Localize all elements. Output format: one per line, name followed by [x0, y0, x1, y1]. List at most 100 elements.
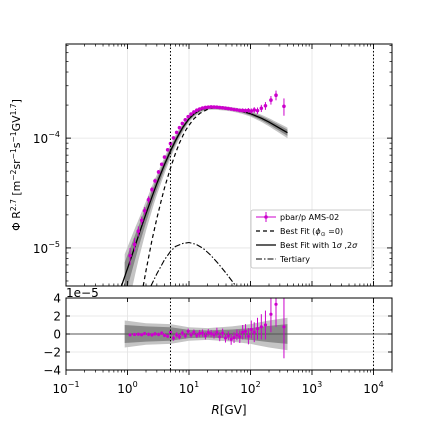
residual-data-point	[146, 332, 151, 337]
ams02-data-point	[220, 106, 225, 110]
ams02-data-point	[195, 108, 199, 113]
x-tick-label: 104	[363, 380, 383, 396]
residual-data-point	[140, 333, 144, 337]
ams02-data-point	[203, 105, 208, 110]
bottom-y-tick-label: 2	[53, 310, 61, 324]
ams02-data-point	[128, 247, 132, 265]
residual-data-point	[171, 335, 176, 341]
residual-data-point	[259, 314, 263, 340]
ams02-data-point	[226, 106, 231, 111]
top-frame	[65, 43, 393, 287]
ams02-data-point	[252, 107, 257, 113]
bottom-panel: −4 −2 0 2 4 10−1 100 101 102 103 104 1e−5 R[GV]	[43, 286, 393, 417]
bottom-y-ticks: −4 −2 0 2 4	[43, 292, 392, 378]
bottom-y-tick-label: −4	[43, 364, 61, 378]
top-y-ticks: 10−5 10−4	[33, 44, 392, 282]
residual-data-point	[206, 329, 210, 337]
residual-data-point	[156, 332, 161, 337]
bottom-y-tick-label: 0	[53, 328, 61, 342]
ams02-data-point	[186, 114, 190, 119]
residual-data-point	[200, 329, 205, 337]
residual-data-point	[243, 324, 248, 339]
residual-data-point	[183, 333, 187, 339]
residual-data-point	[241, 325, 245, 340]
ams02-data-point	[150, 186, 154, 193]
ams02-data-point	[142, 206, 147, 215]
residual-data-point	[255, 317, 260, 340]
ams02-data-point	[240, 108, 245, 113]
legend: pbar/p AMS-02 Best Fit (ϕ⊙ =0) Best Fit …	[250, 209, 373, 269]
ams02-data-point	[209, 105, 213, 109]
residual-data-point	[246, 328, 251, 345]
best-fit-phi0-line	[142, 107, 214, 286]
ams02-data-point	[156, 170, 161, 174]
residual-data-point	[166, 334, 170, 339]
tertiary-line	[150, 241, 237, 286]
bottom-y-tick-label: 4	[53, 292, 61, 306]
legend-entry-best-fit-phi0: Best Fit (ϕ⊙ =0)	[256, 227, 343, 238]
ams02-data-point	[237, 108, 242, 113]
ams02-data-point	[274, 90, 278, 101]
ams02-data-point	[171, 136, 176, 140]
residual-data-point	[177, 334, 182, 340]
x-tick-label: 102	[240, 380, 260, 396]
ams02-data-point	[215, 105, 219, 110]
residual-data-point	[215, 327, 219, 337]
residual-data-point	[218, 332, 222, 342]
x-tick-label: 100	[117, 380, 137, 396]
y-axis-label: Φ R2.7 [m−2sr−1s−1GV1.7]	[9, 99, 23, 231]
ams02-data-point	[192, 110, 196, 114]
ams02-data-point	[146, 196, 151, 204]
ams02-data-point	[197, 107, 202, 111]
legend-label-ams02: pbar/p AMS-02	[280, 213, 339, 222]
residual-data-point	[186, 328, 190, 334]
ams02-data-point	[136, 226, 141, 237]
legend-box	[250, 209, 373, 269]
residual-data-point	[180, 330, 184, 336]
residual-data-point	[195, 332, 199, 339]
top-panel: 10−5 10−4 pbar/p AMS-02 Best Fit (ϕ⊙ =0) …	[9, 43, 393, 287]
residual-data-point	[209, 329, 213, 338]
residual-data-point	[269, 298, 273, 333]
legend-entry-tertiary: Tertiary	[256, 255, 310, 264]
ams02-data-point	[132, 238, 137, 252]
ams02-data-point	[255, 107, 260, 114]
ams02-data-point	[162, 155, 167, 159]
legend-entry-best-fit: Best Fit with 1σ ,2σ	[256, 241, 358, 250]
ams02-data-point	[243, 108, 248, 113]
ams02-data-point	[217, 105, 222, 110]
top-y-tick-label: 10−4	[33, 130, 60, 146]
ams02-data-point	[159, 162, 164, 167]
residual-data-point	[238, 330, 242, 343]
ams02-data-point	[180, 121, 185, 126]
residual-data-point	[132, 332, 137, 337]
legend-label-best-fit-phi0: Best Fit (ϕ⊙ =0)	[280, 227, 343, 238]
ams02-data-point	[249, 108, 254, 114]
top-y-tick-label: 10−5	[33, 240, 60, 256]
residual-data-point	[221, 328, 225, 338]
sigma1-band	[124, 106, 288, 286]
ams02-data-point	[174, 130, 179, 135]
residual-data-point	[274, 298, 278, 327]
residual-data-point	[232, 332, 236, 343]
residual-data-point	[252, 322, 256, 343]
residual-data-point	[189, 332, 193, 338]
ams02-data-point	[153, 178, 157, 184]
ams02-points	[128, 90, 286, 265]
ams02-data-point	[189, 112, 193, 116]
residual-data-point	[136, 332, 140, 336]
residual-data-point	[128, 333, 132, 337]
residual-data-point	[160, 331, 164, 335]
residual-data-point	[235, 329, 239, 341]
top-grid	[65, 44, 392, 286]
ams02-data-point	[263, 102, 268, 110]
residual-points	[128, 298, 286, 359]
bottom-y-tick-label: −2	[43, 346, 61, 360]
ams02-data-point	[223, 106, 228, 111]
residual-offset-text: 1e−5	[66, 286, 99, 300]
ams02-data-point	[259, 104, 264, 112]
ams02-data-point	[269, 95, 273, 105]
ams02-data-point	[229, 107, 233, 111]
ams02-data-point	[183, 118, 188, 122]
bottom-vertical-lines	[169, 298, 374, 370]
